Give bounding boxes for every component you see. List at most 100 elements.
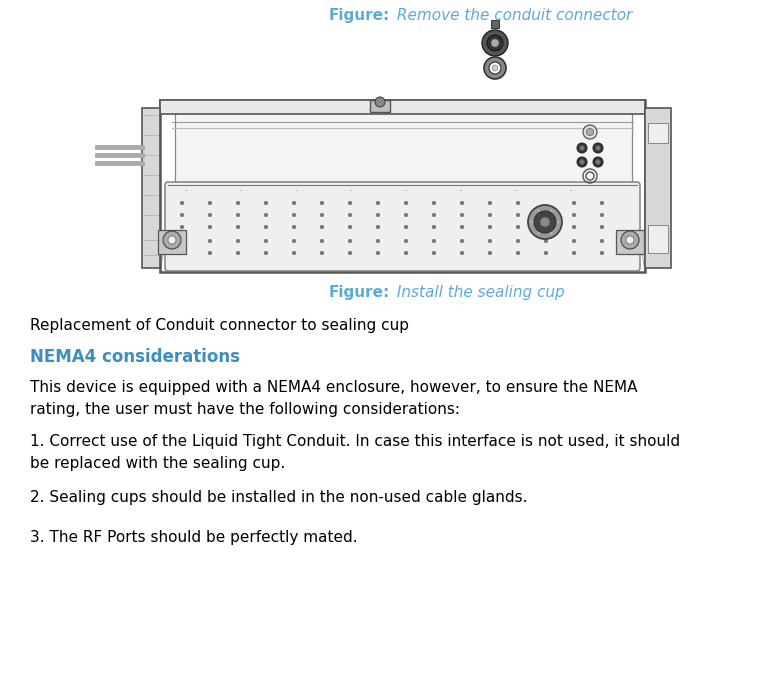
Circle shape [376, 239, 380, 243]
FancyBboxPatch shape [165, 182, 640, 271]
Circle shape [264, 225, 268, 229]
Circle shape [488, 251, 492, 255]
Circle shape [492, 65, 498, 71]
Text: Replacement of Conduit connector to sealing cup: Replacement of Conduit connector to seal… [30, 318, 409, 333]
Circle shape [487, 35, 503, 51]
Text: NEMA4 considerations: NEMA4 considerations [30, 348, 240, 366]
Circle shape [593, 157, 603, 167]
Text: Install the sealing cup: Install the sealing cup [392, 285, 565, 300]
Circle shape [587, 128, 594, 135]
Circle shape [348, 201, 352, 205]
Circle shape [626, 236, 634, 244]
Circle shape [432, 225, 436, 229]
Circle shape [489, 62, 501, 74]
Circle shape [376, 213, 380, 217]
Circle shape [460, 213, 464, 217]
Circle shape [577, 157, 587, 167]
Circle shape [264, 239, 268, 243]
Circle shape [208, 239, 212, 243]
Circle shape [488, 239, 492, 243]
Text: ·: · [349, 188, 351, 194]
Circle shape [528, 205, 562, 239]
Circle shape [551, 232, 553, 235]
Circle shape [321, 225, 324, 229]
Circle shape [573, 225, 576, 229]
Circle shape [593, 143, 603, 153]
Bar [616, 230, 644, 254]
Circle shape [376, 201, 380, 205]
Circle shape [292, 201, 296, 205]
Text: ·: · [404, 188, 406, 194]
Circle shape [348, 251, 352, 255]
Bar [370, 100, 390, 112]
Text: 1. Correct use of the Liquid Tight Conduit. In case this interface is not used, : 1. Correct use of the Liquid Tight Condu… [30, 434, 680, 471]
Circle shape [292, 225, 296, 229]
Circle shape [516, 251, 519, 255]
Circle shape [534, 211, 556, 233]
Circle shape [460, 239, 464, 243]
Circle shape [321, 201, 324, 205]
Circle shape [264, 213, 268, 217]
Circle shape [180, 201, 184, 205]
Circle shape [432, 213, 436, 217]
Text: 3. The RF Ports should be perfectly mated.: 3. The RF Ports should be perfectly mate… [30, 530, 357, 545]
Circle shape [460, 251, 464, 255]
Text: This device is equipped with a NEMA4 enclosure, however, to ensure the NEMA
rati: This device is equipped with a NEMA4 enc… [30, 380, 637, 417]
Circle shape [484, 57, 506, 79]
Circle shape [557, 221, 559, 223]
Circle shape [580, 146, 584, 151]
Circle shape [168, 236, 176, 244]
Text: Figure:: Figure: [328, 8, 390, 23]
Circle shape [621, 231, 639, 249]
Circle shape [180, 251, 184, 255]
Circle shape [292, 251, 296, 255]
Circle shape [600, 251, 604, 255]
Text: ·: · [514, 188, 516, 194]
Circle shape [264, 251, 268, 255]
Circle shape [580, 160, 584, 164]
Circle shape [537, 210, 540, 212]
Circle shape [460, 225, 464, 229]
Circle shape [292, 239, 296, 243]
Circle shape [577, 143, 587, 153]
Circle shape [573, 251, 576, 255]
Circle shape [595, 146, 601, 151]
Text: ·: · [459, 188, 461, 194]
Circle shape [321, 251, 324, 255]
Circle shape [236, 225, 239, 229]
Circle shape [544, 239, 548, 243]
Circle shape [595, 160, 601, 164]
Circle shape [376, 251, 380, 255]
Circle shape [600, 239, 604, 243]
Circle shape [488, 213, 492, 217]
Circle shape [432, 239, 436, 243]
Circle shape [460, 201, 464, 205]
Text: ·: · [184, 188, 186, 194]
Circle shape [404, 239, 408, 243]
Bar [491, 20, 499, 28]
Circle shape [236, 213, 239, 217]
Circle shape [208, 251, 212, 255]
Circle shape [600, 201, 604, 205]
Circle shape [488, 201, 492, 205]
Circle shape [516, 213, 519, 217]
Circle shape [404, 213, 408, 217]
Circle shape [264, 201, 268, 205]
Circle shape [180, 239, 184, 243]
Circle shape [540, 217, 550, 227]
Bar [160, 100, 645, 114]
Circle shape [236, 251, 239, 255]
Bar [648, 123, 668, 143]
Bar [160, 100, 645, 272]
Bar [175, 108, 632, 185]
Circle shape [516, 239, 519, 243]
Circle shape [348, 239, 352, 243]
Circle shape [573, 239, 576, 243]
Circle shape [375, 97, 385, 107]
Text: ·: · [569, 188, 571, 194]
Circle shape [404, 225, 408, 229]
Circle shape [600, 225, 604, 229]
Circle shape [551, 210, 553, 212]
Text: ·: · [239, 188, 241, 194]
Circle shape [404, 251, 408, 255]
